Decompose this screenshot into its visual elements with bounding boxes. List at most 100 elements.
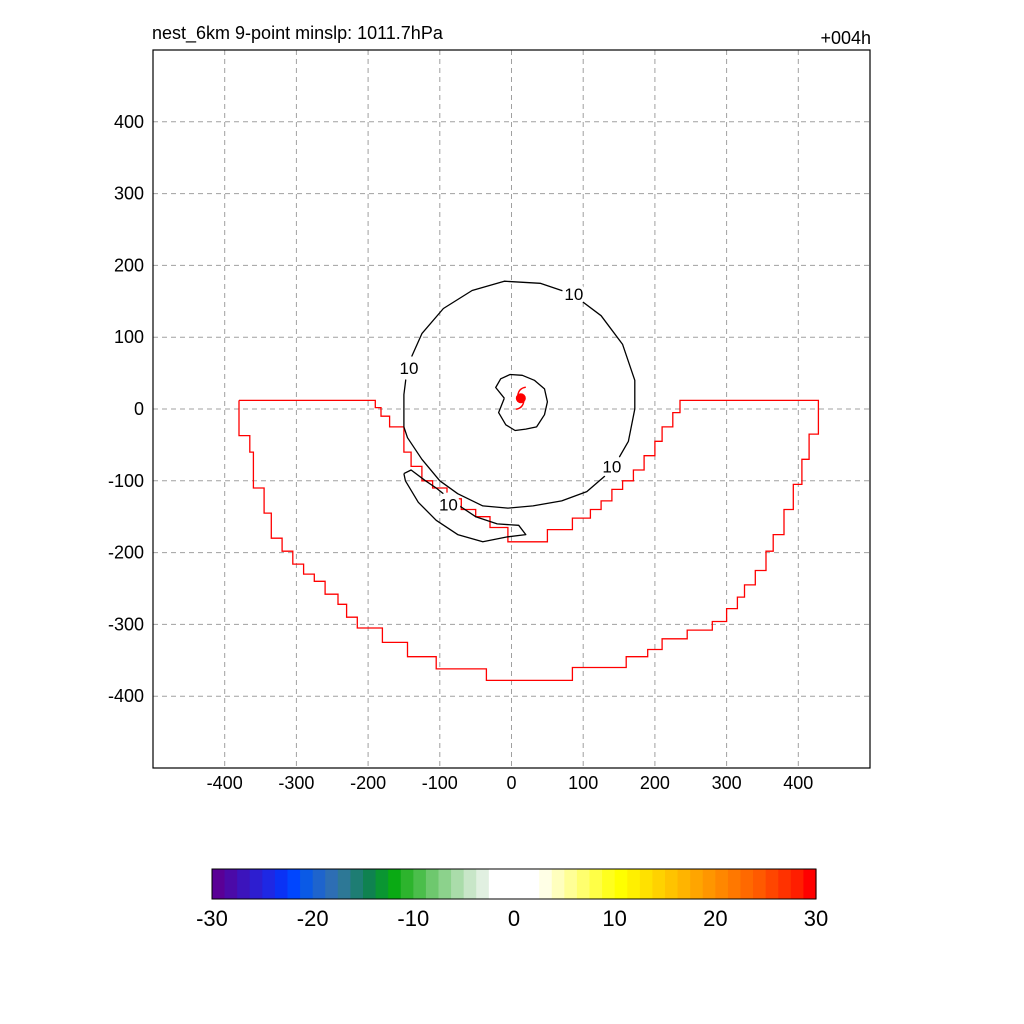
contour-line — [403, 280, 636, 509]
colorbar-tick-label: 20 — [703, 906, 727, 931]
colorbar-swatch — [425, 869, 440, 899]
contour-label: 10 — [602, 457, 621, 476]
colorbar-swatch — [413, 869, 427, 899]
plot-frame — [152, 49, 871, 769]
colorbar-swatch — [287, 869, 301, 899]
colorbar-swatch — [602, 869, 616, 899]
colorbar-swatch — [363, 869, 377, 899]
colorbar-swatch — [614, 869, 628, 899]
colorbar-swatch — [778, 869, 792, 899]
storm-arm-bottom — [515, 401, 525, 410]
x-tick-label: 200 — [640, 773, 670, 793]
colorbar-swatch — [274, 869, 289, 899]
colorbar-tick-label: -10 — [397, 906, 429, 931]
y-tick-label: 300 — [114, 184, 144, 204]
colorbar-swatch — [702, 869, 716, 899]
colorbar-swatch — [576, 869, 591, 899]
x-tick-label: -200 — [350, 773, 386, 793]
x-tick-label: 300 — [712, 773, 742, 793]
colorbar-swatch — [224, 869, 238, 899]
colorbar-swatch — [589, 869, 603, 899]
colorbar-swatch — [564, 869, 578, 899]
contour-line — [495, 373, 549, 432]
colorbar-swatch — [715, 869, 729, 899]
grid-lines — [153, 50, 870, 768]
colorbar-swatch — [438, 869, 452, 899]
colorbar-swatch — [690, 869, 704, 899]
x-tick-labels: -400 -300 -200 -100 0 100 200 300 400 — [207, 773, 814, 793]
colorbar-swatch — [790, 869, 805, 899]
colorbar-swatch — [488, 869, 503, 899]
colorbar-swatch — [539, 869, 553, 899]
y-tick-label: -300 — [108, 614, 144, 634]
contour-label-bg — [436, 492, 461, 517]
contour-label: 10 — [564, 285, 583, 304]
colorbar-swatch — [350, 869, 364, 899]
colorbar-swatch — [300, 869, 314, 899]
colorbar-tick-label: 10 — [602, 906, 626, 931]
contour-labels: 10 10 10 10 — [396, 282, 624, 517]
colorbar-tick-label: -30 — [196, 906, 228, 931]
colorbar-swatch — [476, 869, 490, 899]
y-tick-label: 400 — [114, 112, 144, 132]
colorbar-tick-labels: -30 -20 -10 0 10 20 30 — [196, 906, 828, 931]
colorbar-swatch — [237, 869, 251, 899]
colorbar-swatch — [451, 869, 465, 899]
storm-center-icon — [515, 386, 526, 410]
contour-label-bg — [561, 282, 586, 307]
x-tick-label: 100 — [568, 773, 598, 793]
colorbar-swatch — [337, 869, 352, 899]
x-tick-label: -100 — [422, 773, 458, 793]
contour-label-bg — [599, 454, 624, 479]
storm-center-dot — [515, 393, 526, 404]
colorbar-tick-label: 0 — [508, 906, 520, 931]
colorbar-swatch — [501, 869, 515, 899]
colorbar-swatch — [249, 869, 263, 899]
colorbar-swatch — [312, 869, 326, 899]
colorbar-swatch — [765, 869, 779, 899]
contour-lines — [403, 280, 636, 543]
colorbar-swatch — [753, 869, 767, 899]
colorbar-swatch — [212, 869, 226, 899]
y-tick-label: -100 — [108, 471, 144, 491]
colorbar-swatch — [514, 869, 528, 899]
colorbar-swatch — [325, 869, 339, 899]
contour-label: 10 — [439, 495, 458, 514]
colorbar-swatch — [665, 869, 679, 899]
colorbar-swatch — [375, 869, 389, 899]
contour-label-bg — [396, 356, 421, 381]
x-tick-label: 0 — [506, 773, 516, 793]
colorbar-swatch — [551, 869, 565, 899]
x-tick-label: 400 — [783, 773, 813, 793]
x-tick-label: -400 — [207, 773, 243, 793]
y-tick-label: -200 — [108, 543, 144, 563]
colorbar-swatch — [400, 869, 414, 899]
y-tick-label: 0 — [134, 399, 144, 419]
contour-label: 10 — [400, 359, 419, 378]
colorbar-frame — [211, 868, 817, 900]
y-tick-labels: 400 300 200 100 0 -100 -200 -300 -400 — [108, 112, 144, 706]
y-tick-label: 100 — [114, 327, 144, 347]
colorbar-swatch — [652, 869, 666, 899]
colorbar-tick-label: -20 — [297, 906, 329, 931]
colorbar-swatch — [463, 869, 477, 899]
land-boundary — [238, 399, 820, 682]
chart-title-left: nest_6km 9-point minslp: 1011.7hPa — [152, 23, 444, 44]
colorbar-swatch — [627, 869, 641, 899]
colorbar-swatch — [727, 869, 742, 899]
y-tick-label: -400 — [108, 686, 144, 706]
land-boundary-line — [238, 399, 820, 682]
chart-title-right: +004h — [820, 28, 871, 48]
colorbar-swatch — [677, 869, 691, 899]
contour-line — [403, 469, 527, 543]
storm-arm-top — [517, 386, 526, 396]
colorbar-tick-label: 30 — [804, 906, 828, 931]
colorbar-swatch — [388, 869, 402, 899]
y-tick-label: 200 — [114, 255, 144, 275]
colorbar-swatch — [262, 869, 276, 899]
colorbar-swatch — [639, 869, 654, 899]
x-tick-label: -300 — [278, 773, 314, 793]
colorbar — [211, 868, 817, 900]
colorbar-swatch — [740, 869, 754, 899]
